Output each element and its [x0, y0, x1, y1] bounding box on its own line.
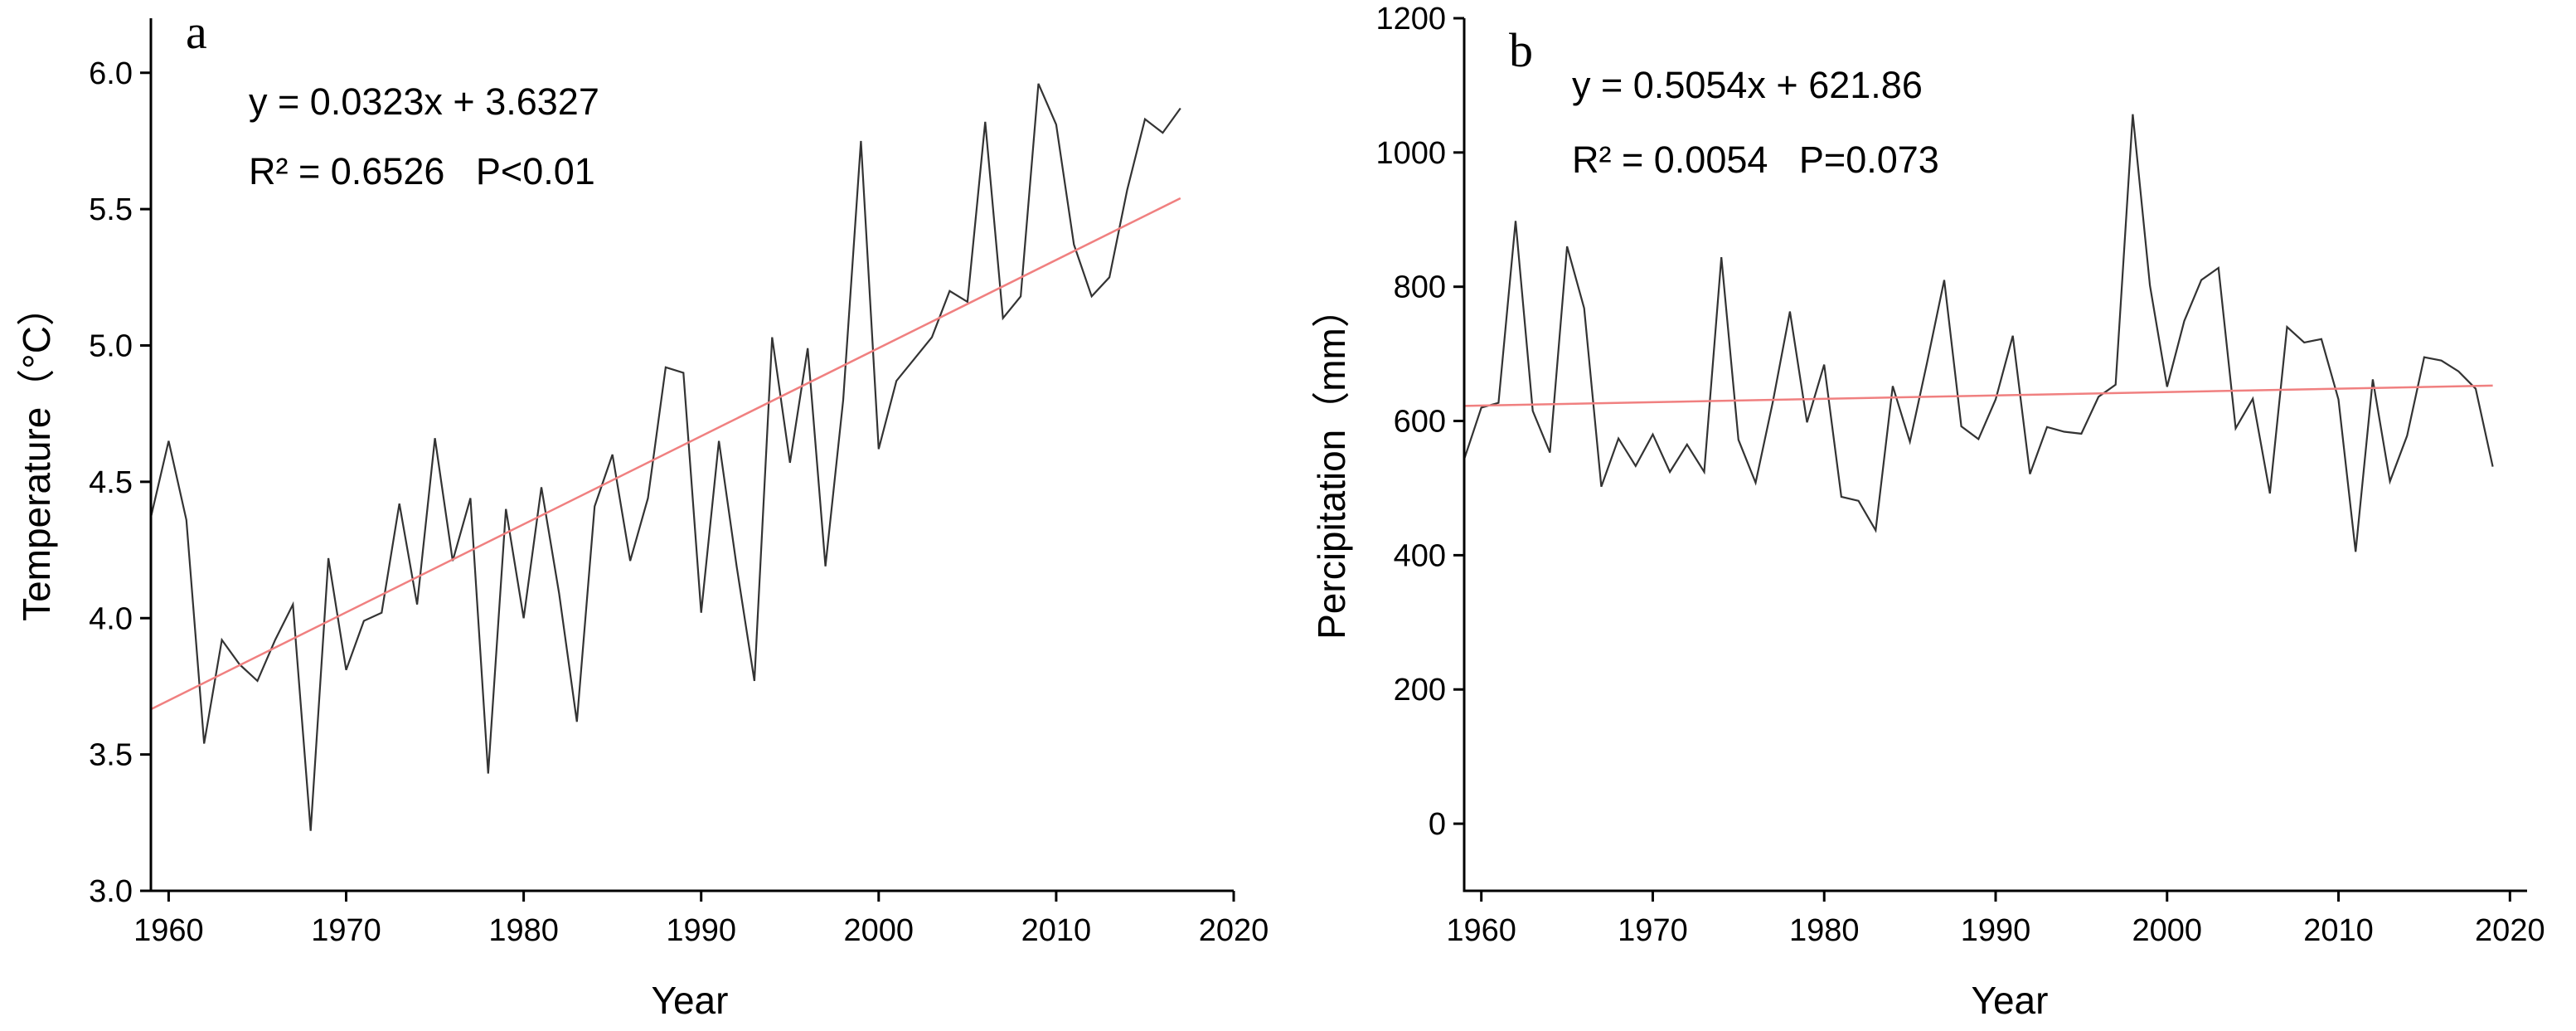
y-tick-label: 800: [1394, 270, 1446, 305]
precipitation-series-line: [1463, 114, 2494, 552]
x-tick-label: 2010: [2303, 913, 2374, 948]
x-tick-label: 1990: [1961, 913, 2031, 948]
x-tick-label: 2000: [2132, 913, 2203, 948]
precipitation-axes: [1463, 18, 2527, 892]
precipitation-trend-line: [1463, 384, 2493, 407]
x-tick-label: 2020: [2475, 913, 2545, 948]
y-tick-label: 6.0: [89, 56, 133, 91]
x-tick-label: 2020: [1199, 913, 1269, 948]
x-tick-label: 1980: [1789, 913, 1860, 948]
precipitation-y-tick-labels: 0 200 400 600 800 1000 1200: [1375, 2, 1446, 842]
y-tick-label: 4.5: [89, 465, 133, 500]
panel-label-a: a: [186, 5, 207, 59]
y-tick-label: 3.5: [89, 738, 133, 773]
x-tick-label: 1990: [666, 913, 736, 948]
y-tick-label: 200: [1394, 673, 1446, 708]
precipitation-regression-stats: R² = 0.0054 P=0.073: [1572, 139, 1939, 181]
x-tick-label: 1970: [1618, 913, 1688, 948]
temperature-axis-ticks: [140, 71, 1235, 902]
panel-label-b: b: [1509, 23, 1533, 77]
temperature-y-axis-title: Temperature（°C）: [15, 288, 58, 621]
y-tick-label: 5.0: [89, 329, 133, 364]
x-tick-label: 1970: [311, 913, 381, 948]
y-tick-label: 1200: [1375, 2, 1446, 36]
x-tick-label: 2000: [844, 913, 914, 948]
precipitation-x-tick-labels: 1960 1970 1980 1990 2000 2010 2020: [1446, 913, 2544, 948]
y-tick-label: 5.5: [89, 192, 133, 227]
temperature-x-axis-title: Year: [652, 979, 729, 1022]
y-tick-label: 4.0: [89, 601, 133, 636]
precipitation-x-axis-title: Year: [1972, 979, 2049, 1022]
temperature-regression-equation: y = 0.0323x + 3.6327: [249, 80, 599, 123]
x-tick-label: 1980: [488, 913, 559, 948]
temperature-series-line: [149, 83, 1181, 831]
y-tick-label: 0: [1429, 807, 1446, 842]
temperature-chart-panel: 3.0 3.5 4.0 4.5 5.0 5.5 6.0 1960 1970 1980 1990 20…: [15, 5, 1269, 1022]
temperature-regression-stats: R² = 0.6526 P<0.01: [249, 150, 595, 192]
temperature-trend-line: [150, 197, 1181, 711]
precipitation-regression-equation: y = 0.5054x + 621.86: [1572, 64, 1923, 106]
temperature-y-tick-labels: 3.0 3.5 4.0 4.5 5.0 5.5 6.0: [89, 56, 133, 909]
x-tick-label: 1960: [1446, 913, 1516, 948]
y-tick-label: 400: [1394, 538, 1446, 573]
y-tick-label: 3.0: [89, 874, 133, 909]
temperature-x-tick-labels: 1960 1970 1980 1990 2000 2010 2020: [133, 913, 1269, 948]
temperature-axes: [149, 18, 1234, 892]
y-tick-label: 600: [1394, 405, 1446, 440]
precipitation-chart-panel: 0 200 400 600 800 1000 1200 1960 1970 1980 1990 20…: [1310, 2, 2545, 1022]
y-tick-label: 1000: [1375, 136, 1446, 171]
x-tick-label: 2010: [1021, 913, 1092, 948]
x-tick-label: 1960: [133, 913, 204, 948]
precipitation-axis-ticks: [1453, 17, 2511, 902]
precipitation-y-axis-title: Percipitation（mm）: [1310, 289, 1353, 640]
